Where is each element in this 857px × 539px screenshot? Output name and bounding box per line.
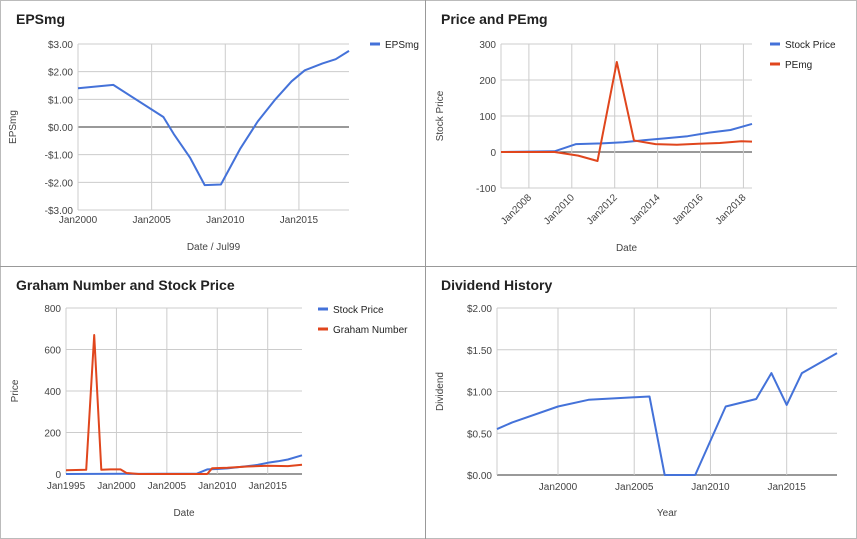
x-tick-label: Jan2016 — [671, 192, 706, 227]
legend-label: PEmg — [785, 60, 812, 71]
y-tick-label: $1.00 — [467, 388, 492, 399]
y-axis-title: Dividend — [435, 372, 446, 411]
x-tick-label: Jan2015 — [767, 482, 806, 493]
x-axis-title: Date — [616, 243, 638, 254]
y-axis-title: EPSmg — [8, 110, 19, 144]
y-tick-label: -$3.00 — [45, 206, 74, 217]
x-tick-label: Jan2015 — [249, 481, 288, 492]
x-tick-label: Jan2005 — [132, 215, 171, 226]
series-line-graham-number — [65, 334, 303, 475]
x-tick-label: Jan2010 — [691, 482, 730, 493]
chart-panel-price-pemg: Price and PEmg 300 200 100 0 -100 Jan2008 Jan20… — [427, 2, 855, 264]
x-tick-label: Jan2014 — [628, 192, 663, 227]
y-tick-label: $1.50 — [467, 346, 492, 357]
y-tick-label: 200 — [44, 429, 61, 440]
y-tick-label: -$1.00 — [45, 151, 74, 162]
chart-title: Graham Number and Stock Price — [16, 277, 235, 293]
x-tick-label: Jan2005 — [148, 481, 187, 492]
series-line-stock-price — [500, 122, 753, 153]
chart-svg-0: EPSmg $3.00 $2.00 $1.00 $0.00 -$1.00 -$2.00 -$3… — [8, 11, 419, 253]
chart-panel-dividend: Dividend History $2.00 $1.50 $1.00 $0.50 $0.0… — [427, 268, 855, 534]
series-line-epsmg — [77, 50, 350, 187]
series-line-dividend — [496, 352, 838, 476]
y-tick-label: -$2.00 — [45, 178, 74, 189]
y-tick-label: -100 — [476, 184, 496, 195]
series-line-pemg — [501, 61, 753, 162]
x-tick-label: Jan2005 — [615, 482, 654, 493]
y-tick-label: 300 — [479, 40, 496, 51]
y-tick-label: $1.00 — [48, 95, 73, 106]
legend-label: EPSmg — [385, 40, 419, 51]
y-tick-label: $2.00 — [467, 304, 492, 315]
chart-title: Dividend History — [441, 277, 552, 293]
y-tick-label: 400 — [44, 387, 61, 398]
x-tick-label: Jan2012 — [585, 192, 620, 227]
x-tick-label: Jan2018 — [714, 192, 749, 227]
y-tick-label: 200 — [479, 76, 496, 87]
x-axis-title: Date — [173, 508, 195, 519]
legend-label: Graham Number — [333, 325, 408, 336]
x-tick-label: Jan2000 — [97, 481, 136, 492]
chart-svg-2: Graham Number and Stock Price 800 600 400 20… — [10, 277, 408, 519]
y-tick-label: $0.00 — [48, 123, 73, 134]
y-tick-label: $2.00 — [48, 68, 73, 79]
x-axis-title: Date / Jul99 — [187, 242, 241, 253]
legend-label: Stock Price — [785, 40, 836, 51]
chart-panel-epsmg: EPSmg $3.00 $2.00 $1.00 $0.00 -$1.00 -$2.00 -$3… — [2, 2, 424, 264]
x-axis-title: Year — [657, 508, 678, 519]
x-tick-label: Jan2010 — [198, 481, 237, 492]
chart-panel-graham: Graham Number and Stock Price 800 600 400 20… — [2, 268, 424, 534]
y-axis-title: Stock Price — [435, 90, 446, 141]
x-tick-label: Jan2000 — [59, 215, 98, 226]
chart-title: EPSmg — [16, 11, 65, 27]
legend-label: Stock Price — [333, 305, 384, 316]
x-tick-label: Jan2000 — [539, 482, 578, 493]
y-tick-label: $0.00 — [467, 471, 492, 482]
x-tick-label: Jan2015 — [280, 215, 319, 226]
x-tick-label: Jan1995 — [47, 481, 86, 492]
y-tick-label: $0.50 — [467, 429, 492, 440]
x-tick-label: Jan2010 — [206, 215, 245, 226]
chart-title: Price and PEmg — [441, 11, 548, 27]
y-tick-label: 0 — [55, 470, 61, 481]
x-tick-label: Jan2010 — [542, 192, 577, 227]
x-tick-label: Jan2008 — [499, 192, 534, 227]
chart-svg-3: Dividend History $2.00 $1.50 $1.00 $0.50 $0.0… — [435, 277, 838, 519]
y-tick-label: 600 — [44, 346, 61, 357]
y-tick-label: $3.00 — [48, 40, 73, 51]
y-tick-label: 800 — [44, 304, 61, 315]
y-tick-label: 0 — [490, 148, 496, 159]
y-axis-title: Price — [10, 379, 21, 402]
y-tick-label: 100 — [479, 112, 496, 123]
